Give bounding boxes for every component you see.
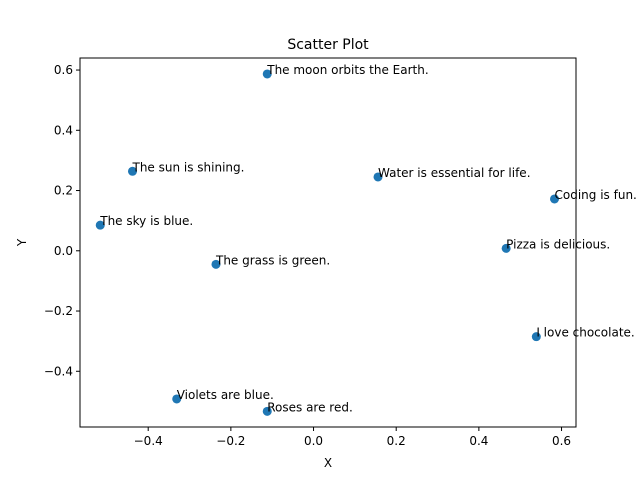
scatter-point xyxy=(373,172,383,182)
scatter-point xyxy=(262,69,272,79)
y-tick-label: −0.4 xyxy=(44,364,73,378)
y-tick-label: 0.0 xyxy=(54,244,73,258)
point-label: Pizza is delicious. xyxy=(506,237,610,251)
point-label: Roses are red. xyxy=(267,400,353,414)
point-label: The sun is shining. xyxy=(131,160,244,174)
point-label: The grass is green. xyxy=(215,253,330,267)
scatter-point xyxy=(211,259,221,269)
scatter-point xyxy=(95,220,105,230)
scatter-point xyxy=(550,194,560,204)
x-tick-label: −0.2 xyxy=(216,434,245,448)
y-axis-label: Y xyxy=(15,238,29,247)
point-label: Coding is fun. xyxy=(555,188,637,202)
y-tick-label: −0.2 xyxy=(44,304,73,318)
x-axis: −0.4 −0.2 0.0 0.2 0.4 0.6 xyxy=(134,427,571,448)
point-label: Water is essential for life. xyxy=(378,166,531,180)
point-label: I love chocolate. xyxy=(536,326,634,340)
y-tick-label: 0.4 xyxy=(54,123,73,137)
point-labels: The moon orbits the Earth. The sun is shi… xyxy=(99,63,637,414)
x-tick-label: 0.2 xyxy=(387,434,406,448)
x-tick-label: 0.4 xyxy=(469,434,488,448)
scatter-point xyxy=(262,406,272,416)
x-tick-label: 0.0 xyxy=(304,434,323,448)
y-axis: −0.4 −0.2 0.0 0.2 0.4 0.6 xyxy=(44,63,80,378)
data-points xyxy=(95,69,560,416)
scatter-point xyxy=(531,332,541,342)
plot-frame xyxy=(79,57,577,428)
scatter-point xyxy=(127,166,137,176)
scatter-point xyxy=(501,243,511,253)
y-tick-label: 0.6 xyxy=(54,63,73,77)
chart-title: Scatter Plot xyxy=(287,37,369,53)
point-label: The moon orbits the Earth. xyxy=(266,63,428,77)
scatter-point xyxy=(172,394,182,404)
y-tick-label: 0.2 xyxy=(54,184,73,198)
point-label: The sky is blue. xyxy=(99,214,193,228)
point-label: Violets are blue. xyxy=(177,388,274,402)
x-tick-label: 0.6 xyxy=(552,434,571,448)
x-axis-label: X xyxy=(324,456,332,470)
x-tick-label: −0.4 xyxy=(134,434,163,448)
